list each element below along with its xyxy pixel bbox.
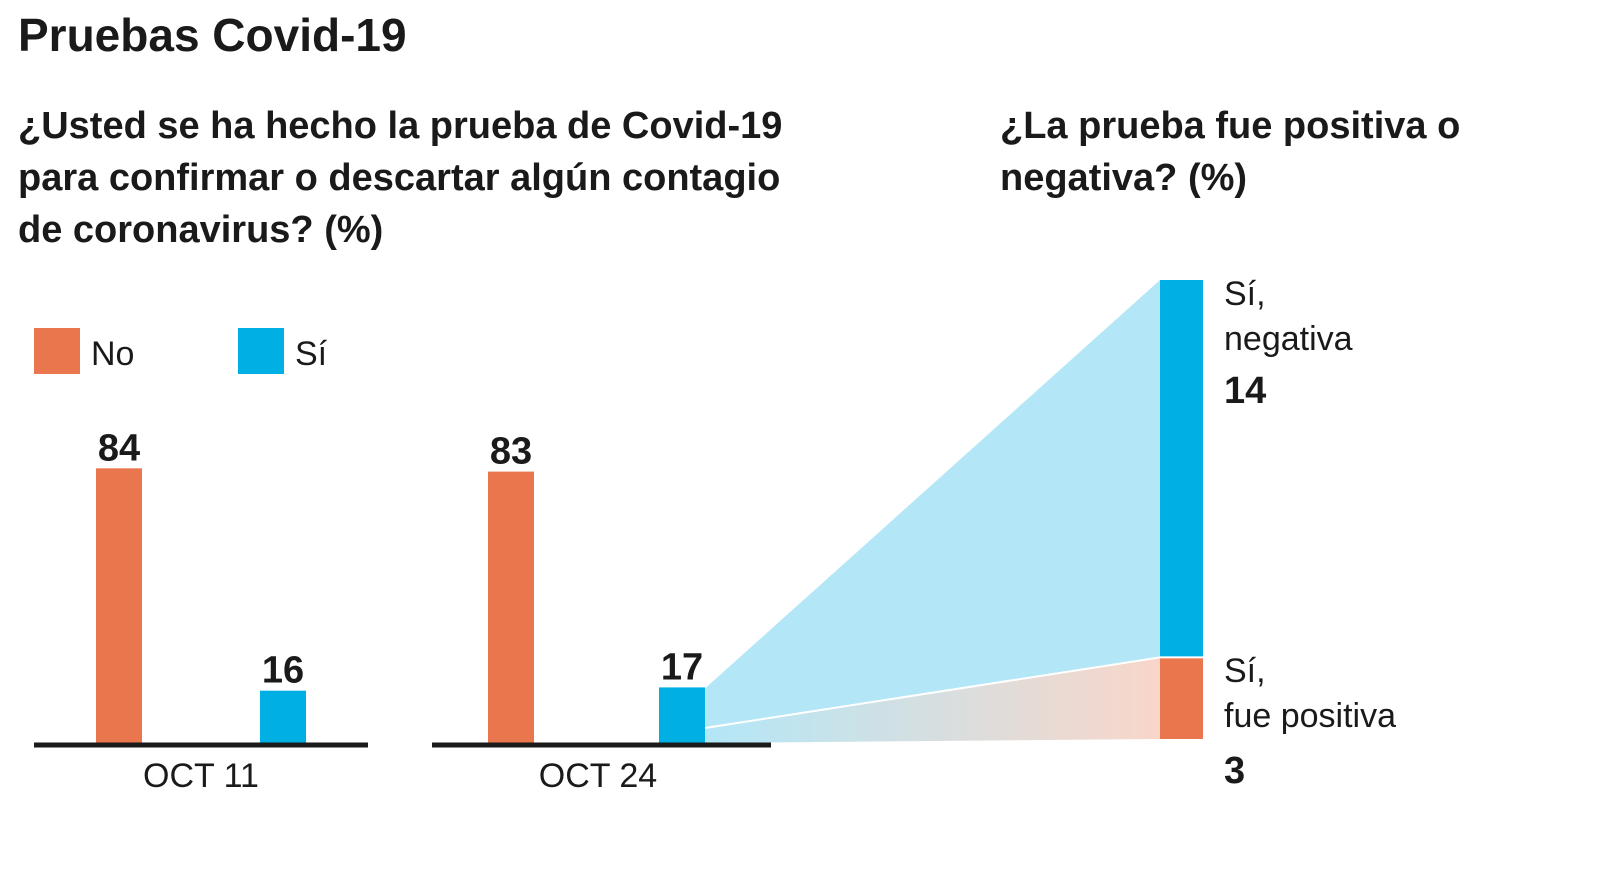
chart-title: Pruebas Covid-19 — [18, 9, 407, 61]
bar-si-2 — [659, 687, 705, 743]
question-left: ¿Usted se ha hecho la prueba de Covid-19… — [18, 105, 783, 251]
value-label-si-2: 17 — [661, 646, 703, 688]
value-label-no-1: 84 — [98, 427, 140, 469]
category-label-1: OCT 11 — [143, 757, 259, 795]
legend-label-si: Sí — [295, 335, 328, 373]
value-label-si-1: 16 — [262, 650, 304, 692]
bar-si-negativa — [1160, 280, 1203, 657]
bar-no-2 — [488, 471, 534, 743]
bar-si-1 — [260, 690, 306, 743]
legend-swatch-no — [34, 328, 80, 374]
bar-no-1 — [96, 468, 142, 743]
connector-wedge-positiva — [705, 657, 1160, 743]
breakdown-label-positiva-line2: fue positiva — [1224, 697, 1396, 735]
category-label-2: OCT 24 — [539, 757, 657, 795]
connector-divider — [704, 656, 1161, 729]
bar-si-positiva — [1160, 658, 1203, 739]
legend-swatch-si — [238, 328, 284, 374]
breakdown-value-positiva: 3 — [1224, 750, 1245, 792]
legend-label-no: No — [91, 335, 134, 373]
breakdown-value-negativa: 14 — [1224, 370, 1266, 412]
breakdown-label-negativa-line2: negativa — [1224, 320, 1353, 358]
breakdown-label-negativa-line1: Sí, — [1224, 275, 1266, 313]
value-label-no-2: 83 — [490, 431, 532, 473]
connector-wedge-negativa — [705, 280, 1160, 728]
question-right: ¿La prueba fue positiva o negativa? (%) — [1000, 105, 1461, 199]
breakdown-label-positiva-line1: Sí, — [1224, 652, 1266, 690]
